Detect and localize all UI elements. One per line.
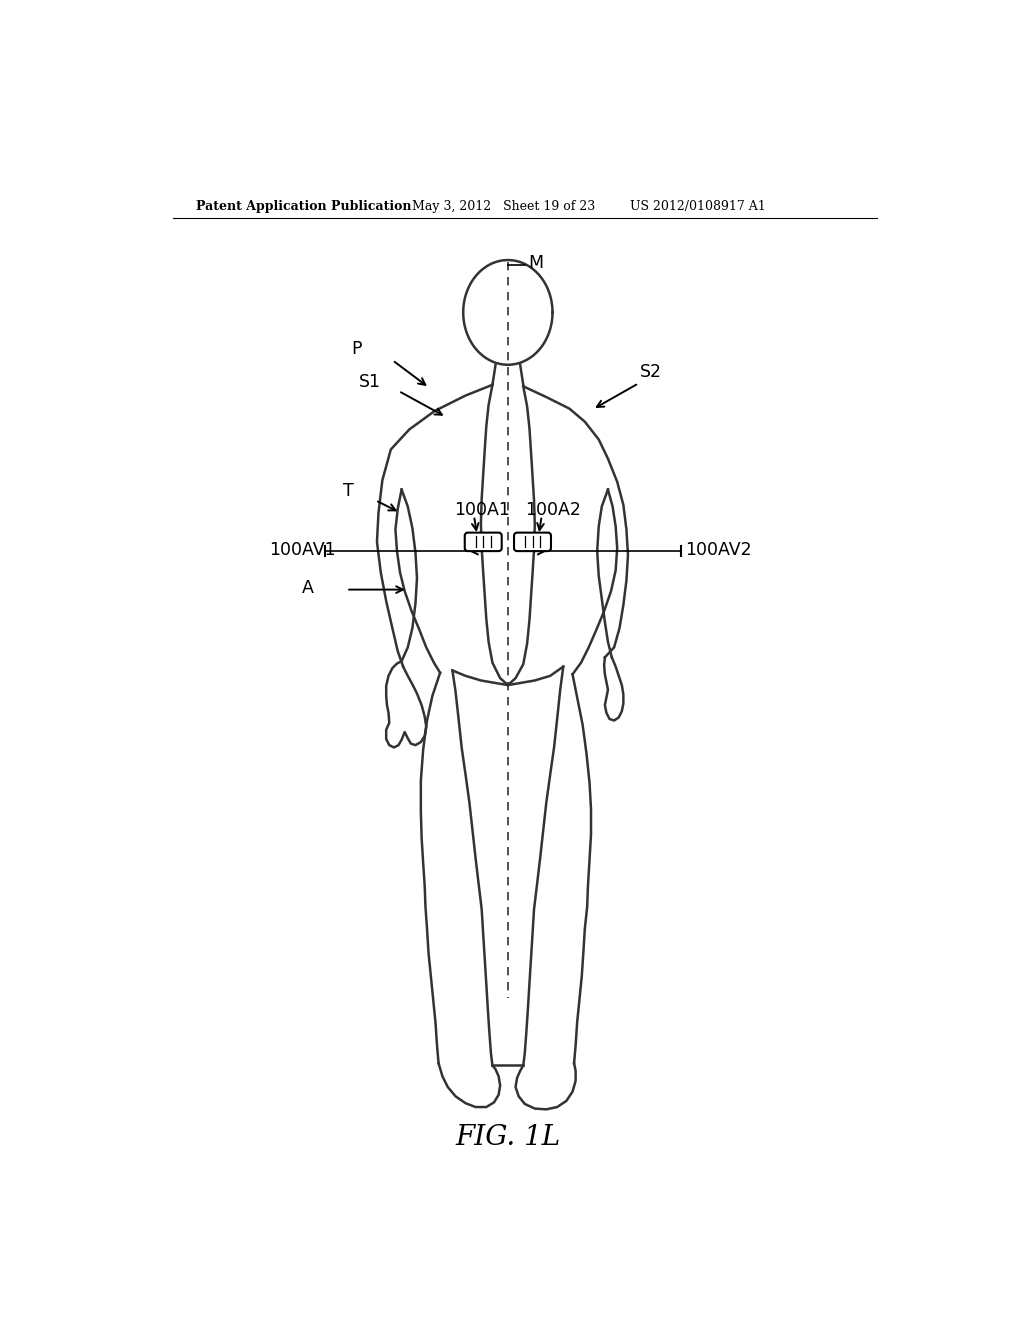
- FancyBboxPatch shape: [514, 533, 551, 552]
- Text: T: T: [343, 482, 354, 500]
- Text: 100A1: 100A1: [454, 500, 510, 519]
- Text: P: P: [351, 341, 361, 358]
- Text: S1: S1: [358, 372, 381, 391]
- Text: A: A: [301, 579, 313, 597]
- Text: 100AV1: 100AV1: [269, 541, 336, 558]
- Text: S2: S2: [640, 363, 663, 381]
- Text: 100A2: 100A2: [524, 500, 581, 519]
- Text: May 3, 2012   Sheet 19 of 23: May 3, 2012 Sheet 19 of 23: [412, 201, 595, 214]
- Text: M: M: [528, 255, 543, 272]
- FancyBboxPatch shape: [465, 533, 502, 552]
- Text: Patent Application Publication: Patent Application Publication: [196, 201, 412, 214]
- Text: US 2012/0108917 A1: US 2012/0108917 A1: [630, 201, 765, 214]
- Text: FIG. 1L: FIG. 1L: [456, 1125, 560, 1151]
- Text: 100AV2: 100AV2: [685, 541, 752, 558]
